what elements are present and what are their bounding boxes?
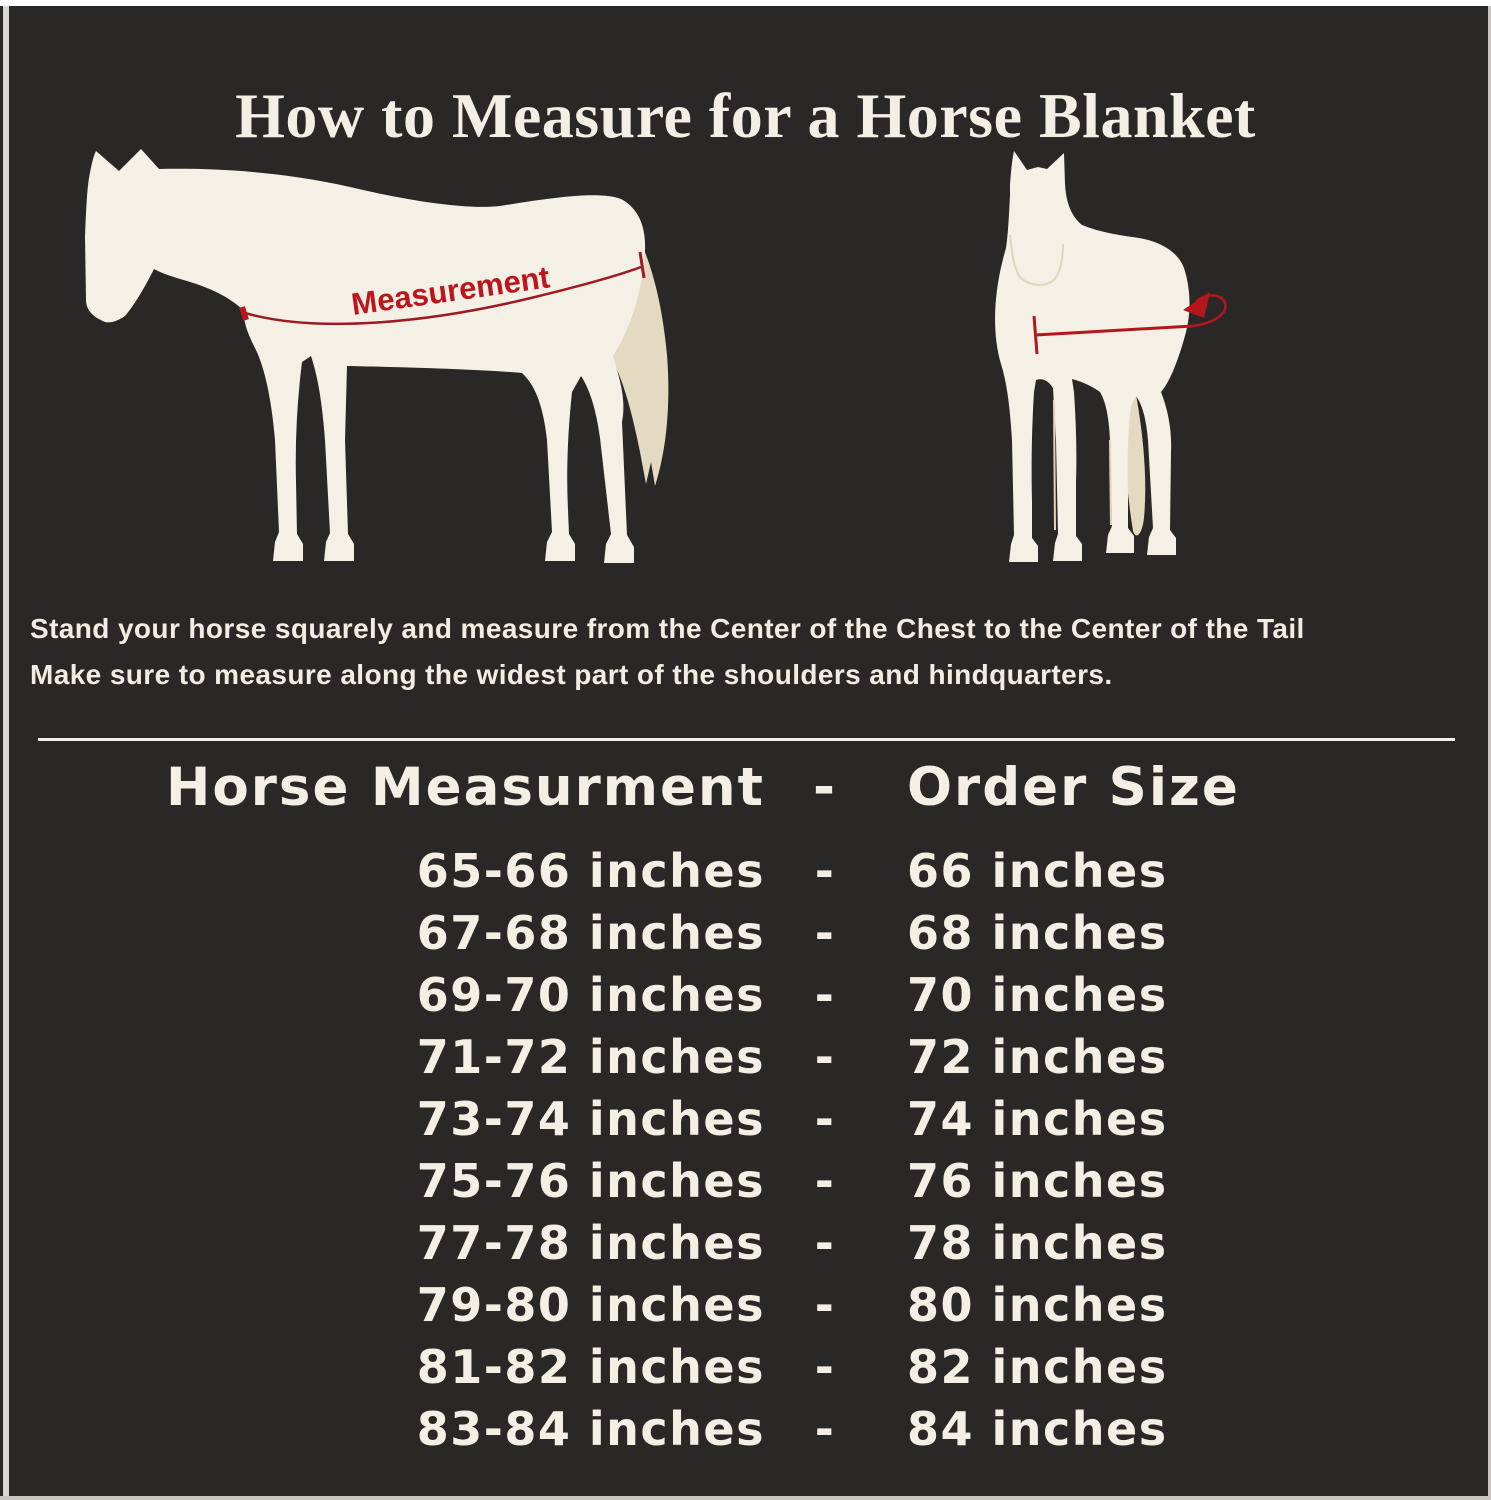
- header-separator: -: [813, 757, 837, 818]
- arrowhead-icon: [1183, 292, 1210, 318]
- cell-separator: -: [814, 844, 836, 898]
- side-view-horse-illustration: Measurement: [85, 149, 669, 563]
- table-row: 79-80 inches - 80 inches: [0, 1274, 1491, 1336]
- cell-measurement: 69-70 inches: [416, 968, 765, 1022]
- cell-order-size: 84 inches: [907, 1402, 1168, 1456]
- header-order-size: Order Size: [907, 757, 1240, 818]
- cell-order-size: 76 inches: [907, 1154, 1168, 1208]
- table-row: 81-82 inches - 82 inches: [0, 1336, 1491, 1398]
- cell-measurement: 73-74 inches: [416, 1092, 765, 1146]
- frame-border-bottom: [0, 1496, 1491, 1500]
- cell-measurement: 81-82 inches: [416, 1340, 765, 1394]
- cell-separator: -: [814, 1278, 836, 1332]
- frame-border-right: [1488, 6, 1491, 1496]
- girth-line-start-tick: [1032, 315, 1039, 355]
- table-row: 71-72 inches - 72 inches: [0, 1026, 1491, 1088]
- cell-order-size: 70 inches: [907, 968, 1168, 1022]
- cell-separator: -: [814, 1216, 836, 1270]
- page-title: How to Measure for a Horse Blanket: [235, 79, 1256, 151]
- head-crease-line: [1009, 234, 1064, 286]
- table-row: 65-66 inches - 66 inches: [0, 840, 1491, 902]
- instructions-line-2: Make sure to measure along the widest pa…: [30, 659, 1113, 690]
- leg-crease-lines: [1053, 399, 1112, 531]
- cell-measurement: 77-78 inches: [416, 1216, 765, 1270]
- cell-order-size: 80 inches: [907, 1278, 1168, 1332]
- cell-measurement: 83-84 inches: [416, 1402, 765, 1456]
- table-row: 67-68 inches - 68 inches: [0, 902, 1491, 964]
- size-chart-header: Horse Measurment - Order Size: [0, 752, 1491, 824]
- measurement-line-end-tick: [638, 251, 646, 279]
- cell-separator: -: [814, 1340, 836, 1394]
- cell-measurement: 71-72 inches: [416, 1030, 765, 1084]
- table-row: 77-78 inches - 78 inches: [0, 1212, 1491, 1274]
- cell-order-size: 68 inches: [907, 906, 1168, 960]
- measurement-line: [244, 265, 642, 326]
- instructions-text: Stand your horse squarely and measure fr…: [30, 606, 1480, 698]
- cell-measurement: 79-80 inches: [416, 1278, 765, 1332]
- table-row: 75-76 inches - 76 inches: [0, 1150, 1491, 1212]
- cell-separator: -: [814, 1402, 836, 1456]
- horse-tail-shape: [612, 200, 669, 486]
- horse-body-shape: [995, 151, 1190, 562]
- cell-measurement: 67-68 inches: [416, 906, 765, 960]
- cell-order-size: 82 inches: [907, 1340, 1168, 1394]
- cell-separator: -: [814, 968, 836, 1022]
- instructions-line-1: Stand your horse squarely and measure fr…: [30, 613, 1305, 644]
- cell-order-size: 74 inches: [907, 1092, 1168, 1146]
- front-view-horse-illustration: [995, 151, 1227, 562]
- table-row: 73-74 inches - 74 inches: [0, 1088, 1491, 1150]
- girth-measure-line: [1034, 324, 1194, 337]
- frame-border-top: [0, 0, 1491, 6]
- cell-measurement: 75-76 inches: [416, 1154, 765, 1208]
- cell-order-size: 66 inches: [907, 844, 1168, 898]
- measurement-line-start-tick: [239, 306, 249, 321]
- horse-body-shape: [85, 149, 646, 563]
- cell-separator: -: [814, 1092, 836, 1146]
- cell-order-size: 72 inches: [907, 1030, 1168, 1084]
- frame-border-left: [3, 6, 9, 1496]
- table-row: 69-70 inches - 70 inches: [0, 964, 1491, 1026]
- cell-order-size: 78 inches: [907, 1216, 1168, 1270]
- size-chart: 65-66 inches - 66 inches 67-68 inches - …: [0, 840, 1491, 1460]
- table-row: 83-84 inches - 84 inches: [0, 1398, 1491, 1460]
- cell-separator: -: [814, 906, 836, 960]
- cell-measurement: 65-66 inches: [416, 844, 765, 898]
- section-divider: [38, 738, 1455, 741]
- cell-separator: -: [814, 1030, 836, 1084]
- cell-separator: -: [814, 1154, 836, 1208]
- header-horse-measurement: Horse Measurment: [166, 757, 765, 818]
